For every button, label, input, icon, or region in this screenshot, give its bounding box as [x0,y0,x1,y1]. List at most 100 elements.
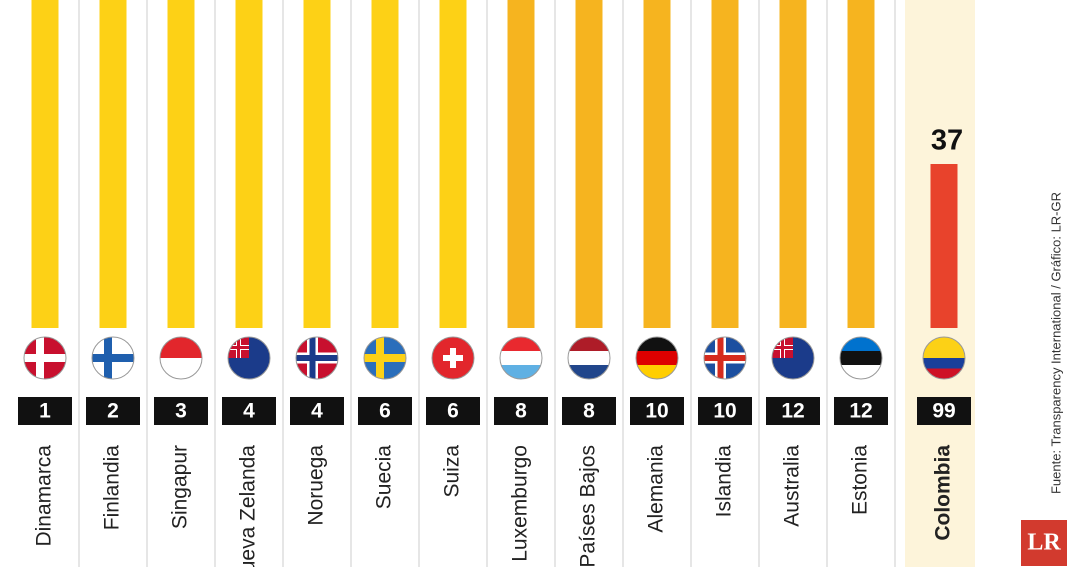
flag [228,337,270,379]
flag-part [636,337,678,351]
flag-ring [159,336,203,380]
flag-part [923,358,965,369]
column: 8 Países Bajos [562,0,624,567]
category-label: Suiza [441,445,464,498]
flag [923,337,965,379]
flag [364,337,406,379]
rank-box [290,397,344,425]
rank: 12 [849,400,872,423]
flag-part [923,368,965,379]
flag [568,337,610,379]
column: 37 99 Colombia [917,125,971,541]
rank-box [222,397,276,425]
column: 10 Alemania [630,0,692,567]
column: 4 Noruega [290,0,352,567]
rank-box [426,397,480,425]
flag-ring [363,336,407,380]
rank-box [494,397,548,425]
bar [303,0,331,328]
flag-part [704,355,746,361]
column: 12 Estonia [834,0,896,567]
category-label: Alemania [645,445,668,533]
flag-part [160,337,202,358]
flag-part [840,337,882,351]
value-label: 37 [931,125,963,157]
flag-part [296,355,338,361]
flag-ring [567,336,611,380]
logo-box [1021,520,1067,566]
flag-ring [771,336,815,380]
flag-ring [635,336,679,380]
category-label: Luxemburgo [509,445,532,562]
flag [296,337,338,379]
flag [160,337,202,379]
rank: 4 [243,400,255,423]
flag-part [500,337,542,351]
category-label: Singapur [169,445,192,529]
columns: 1 Dinamarca 2 Finlandia 3 Singapur 4 Nueva Zela… [18,0,971,567]
category-label: Islandia [713,445,736,518]
bar [99,0,127,328]
column: 8 Luxemburgo [494,0,556,567]
rank: 1 [39,400,51,423]
rank: 2 [107,400,119,423]
column: 12 Australia [766,0,828,567]
rank-box [698,397,752,425]
bar [167,0,195,328]
flag-part [923,337,965,358]
column: 6 Suiza [426,0,488,567]
bar [779,0,807,328]
flag-ring [499,336,543,380]
flag-part [568,337,610,351]
flag-ring [23,336,67,380]
category-label: Países Bajos [577,445,600,567]
rank-box [154,397,208,425]
column: 3 Singapur [154,0,216,567]
flag-part [500,365,542,379]
flag-part [636,351,678,365]
category-label: Noruega [305,445,328,526]
flag-part [92,354,134,362]
flag-part [568,365,610,379]
source: Fuente: Transparency International / Grá… [1048,192,1063,494]
rank: 10 [645,400,668,423]
flag-part [500,351,542,365]
category-label: Nueva Zelanda [237,445,260,567]
rank: 4 [311,400,323,423]
flag-part [443,355,463,361]
rank-box [917,397,971,425]
column: 6 Suecia [358,0,420,567]
flag [92,337,134,379]
rank-box [834,397,888,425]
flag-ring [922,336,966,380]
flag-part [636,365,678,379]
rank-box [86,397,140,425]
column: 10 Islandia [698,0,760,567]
flag-ring [703,336,747,380]
flag [432,337,474,379]
category-label: Dinamarca [33,445,56,547]
category-label: Colombia [932,445,955,541]
rank: 99 [932,400,955,423]
flag-part [364,354,406,362]
flag [704,337,746,379]
flag-part [772,346,793,349]
bar [575,0,603,328]
rank-box [630,397,684,425]
flag-part [840,365,882,379]
flag [840,337,882,379]
rank: 6 [379,400,391,423]
rank-box [18,397,72,425]
flag-ring [91,336,135,380]
rank: 12 [781,400,804,423]
column: 2 Finlandia [86,0,148,567]
flag-part [24,354,66,362]
flag-part [568,351,610,365]
bar [439,0,467,328]
flag-ring [431,336,475,380]
category-label: Suecia [373,445,396,510]
category-label: Australia [781,445,804,527]
flag-ring [227,336,271,380]
bar [31,0,59,328]
